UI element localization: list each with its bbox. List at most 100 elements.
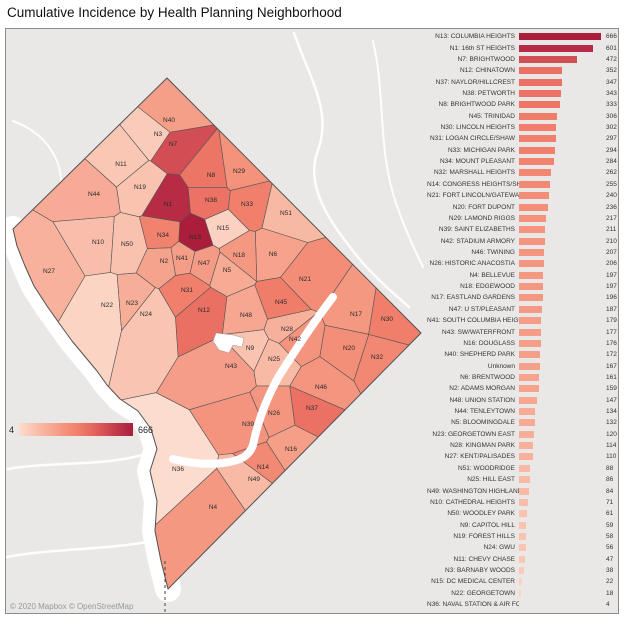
bar[interactable] (519, 567, 524, 575)
bar-value-label: 187 (606, 305, 617, 313)
bar[interactable] (519, 271, 544, 279)
bar[interactable] (519, 226, 545, 234)
bar-row: N47: U ST/PLEASANT 187 (427, 304, 617, 315)
bar-track (519, 396, 603, 404)
map-region-label-N5: N5 (223, 267, 232, 274)
bar-value-label: 59 (606, 521, 614, 529)
bar[interactable] (519, 55, 578, 63)
map-region-label-N19: N19 (134, 184, 146, 191)
bar-row: N2: ADAMS MORGAN 159 (427, 383, 617, 394)
bar[interactable] (519, 510, 527, 518)
bar-category-label: N21: FORT LINCOLN/GATEWAY (427, 192, 519, 200)
bar[interactable] (519, 385, 539, 393)
bar-row: N17: EASTLAND GARDENS 196 (427, 292, 617, 303)
bar-category-label: N28: KINGMAN PARK (450, 442, 515, 450)
bar-row: N24: GWU 56 (427, 542, 617, 553)
bar[interactable] (519, 498, 528, 506)
bar[interactable] (519, 101, 560, 109)
bar[interactable] (519, 305, 543, 313)
bar-row: N44: TENLEYTOWN 134 (427, 406, 617, 417)
map-region-label-N8: N8 (207, 172, 216, 179)
bar[interactable] (519, 294, 544, 302)
bar[interactable] (519, 351, 541, 359)
bar[interactable] (519, 578, 522, 586)
bar[interactable] (519, 112, 557, 120)
bar-category-label: N14: CONGRESS HEIGHTS/SHI.. (427, 180, 519, 188)
bar-value-label: 56 (606, 544, 614, 552)
bar[interactable] (519, 453, 533, 461)
bar[interactable] (519, 362, 540, 370)
bar-value-label: 666 (606, 33, 617, 41)
bar-track (519, 89, 603, 97)
bar[interactable] (519, 339, 541, 347)
bar[interactable] (519, 442, 534, 450)
bar[interactable] (519, 544, 526, 552)
map-region-label-N51: N51 (280, 210, 292, 217)
bar-value-label: 196 (606, 294, 617, 302)
bar[interactable] (519, 589, 522, 597)
bar[interactable] (519, 89, 562, 97)
map-region-label-N24: N24 (140, 311, 152, 318)
bar[interactable] (519, 464, 530, 472)
bar[interactable] (519, 214, 546, 222)
bar[interactable] (519, 260, 545, 268)
bar[interactable] (519, 487, 530, 495)
bar[interactable] (519, 373, 539, 381)
map-region-N47[interactable] (189, 245, 221, 286)
bar-value-label: 86 (606, 476, 614, 484)
map-region-N38[interactable] (187, 187, 231, 220)
bar[interactable] (519, 555, 525, 563)
map-region-label-N48: N48 (240, 312, 252, 319)
bar-category-label: N23: GEORGETOWN EAST (432, 430, 515, 438)
bar[interactable] (519, 396, 538, 404)
bar[interactable] (519, 180, 551, 188)
bar[interactable] (519, 419, 536, 427)
map-region-N50[interactable] (110, 212, 148, 275)
bar[interactable] (519, 476, 530, 484)
bar[interactable] (519, 146, 556, 154)
bar[interactable] (519, 408, 536, 416)
bar-category-label: N37: NAYLOR/HILLCREST (435, 78, 515, 86)
bar-track (519, 192, 603, 200)
bar-row: N33: MICHIGAN PARK 294 (427, 145, 617, 156)
bar-row: N15: DC MEDICAL CENTER 22 (427, 576, 617, 587)
bar[interactable] (519, 135, 556, 143)
bar[interactable] (519, 33, 601, 41)
bar[interactable] (519, 430, 534, 438)
bar[interactable] (519, 317, 542, 325)
bar-track (519, 33, 603, 41)
map-region-label-N39: N39 (242, 421, 254, 428)
map-region-N29[interactable] (218, 129, 270, 191)
map-attribution: © 2020 Mapbox © OpenStreetMap (10, 602, 134, 611)
map-region-label-N40: N40 (163, 117, 175, 124)
bar-row: N10: CATHEDRAL HEIGHTS 71 (427, 497, 617, 508)
dc-map[interactable]: N1 N2 N3 N4 N5 N6 N7 N8 N9 N10 N11 N12 N13 N14 N15 N16 N… (6, 29, 618, 613)
bar-category-label: N9: CAPITOL HILL (460, 521, 515, 529)
bar[interactable] (519, 532, 527, 540)
bar[interactable] (519, 283, 544, 291)
bar[interactable] (519, 192, 549, 200)
map-region-N43[interactable] (156, 336, 257, 410)
bar[interactable] (519, 249, 545, 256)
bar[interactable] (519, 328, 541, 336)
bar-value-label: 601 (606, 44, 617, 52)
bar[interactable] (519, 521, 527, 529)
bar[interactable] (519, 203, 549, 211)
map-region-N41[interactable] (170, 241, 196, 276)
bar[interactable] (519, 237, 545, 245)
map-region-N48[interactable] (222, 284, 268, 335)
bar[interactable] (519, 44, 593, 52)
bar-category-label: N46: TWINING (471, 249, 515, 256)
chart-title: Cumulative Incidence by Health Planning … (7, 5, 342, 20)
bar-row: N40: SHEPHERD PARK 172 (427, 349, 617, 360)
bar-track (519, 283, 603, 291)
bar-row: N51: WOODRIDGE 88 (427, 463, 617, 474)
bar-track (519, 78, 603, 86)
bar[interactable] (519, 169, 552, 177)
bar[interactable] (519, 78, 562, 86)
bar[interactable] (519, 67, 563, 75)
bar-track (519, 44, 603, 52)
bar[interactable] (519, 124, 557, 132)
bar-track (519, 339, 603, 347)
bar[interactable] (519, 158, 554, 166)
